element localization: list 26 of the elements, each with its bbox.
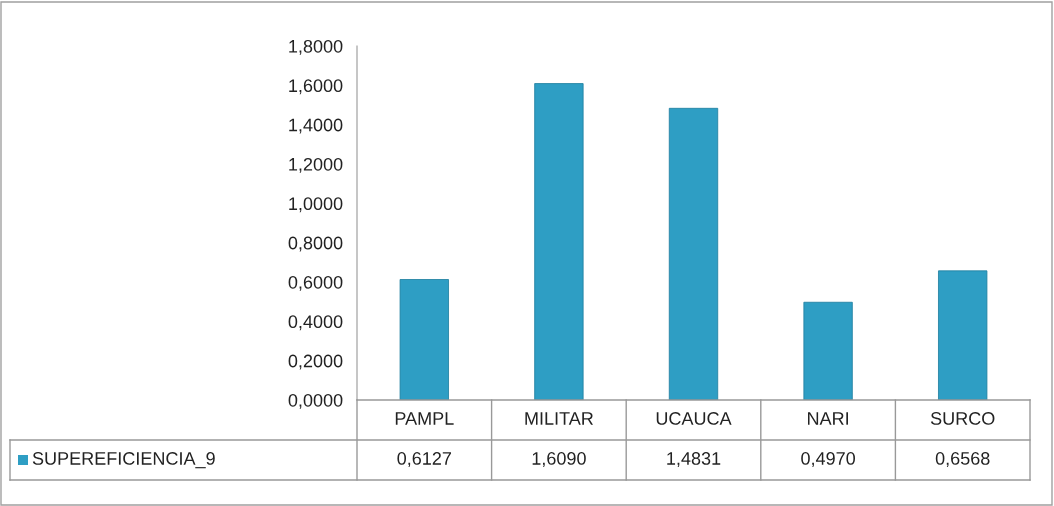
y-tick-label: 1,2000 xyxy=(289,157,343,173)
x-tick-label: NARI xyxy=(808,412,848,425)
data-label: 0,4970 xyxy=(801,452,856,467)
x-tick-label: SURCO xyxy=(930,412,995,425)
x-tick-label: UCAUCA xyxy=(656,412,732,425)
bar xyxy=(399,279,449,400)
bar xyxy=(668,107,719,400)
bar xyxy=(938,270,988,400)
data-label: 1,4831 xyxy=(667,452,721,467)
data-label: 1,6090 xyxy=(532,452,586,467)
y-tick-label: 0,4000 xyxy=(288,315,343,331)
y-tick-label: 1,6000 xyxy=(289,79,343,95)
y-tick-label: 0,2000 xyxy=(288,354,343,370)
y-tick-label: 0,0000 xyxy=(288,393,343,409)
y-tick-label: 1,4000 xyxy=(289,118,343,134)
y-tick-label: 0,6000 xyxy=(288,275,343,291)
data-label: 0,6127 xyxy=(397,452,452,467)
y-tick-label: 0,8000 xyxy=(288,236,343,252)
bar xyxy=(803,301,853,400)
x-tick-label: MILITAR xyxy=(525,412,594,425)
y-tick-label: 1,0000 xyxy=(289,197,343,213)
x-tick-label: PAMPL xyxy=(395,412,454,425)
y-tick-label: 1,8000 xyxy=(289,39,343,55)
bar xyxy=(534,83,584,400)
legend-label: SUPEREFICIENCIA_9 xyxy=(32,452,215,469)
data-label: 0,6568 xyxy=(935,452,990,467)
